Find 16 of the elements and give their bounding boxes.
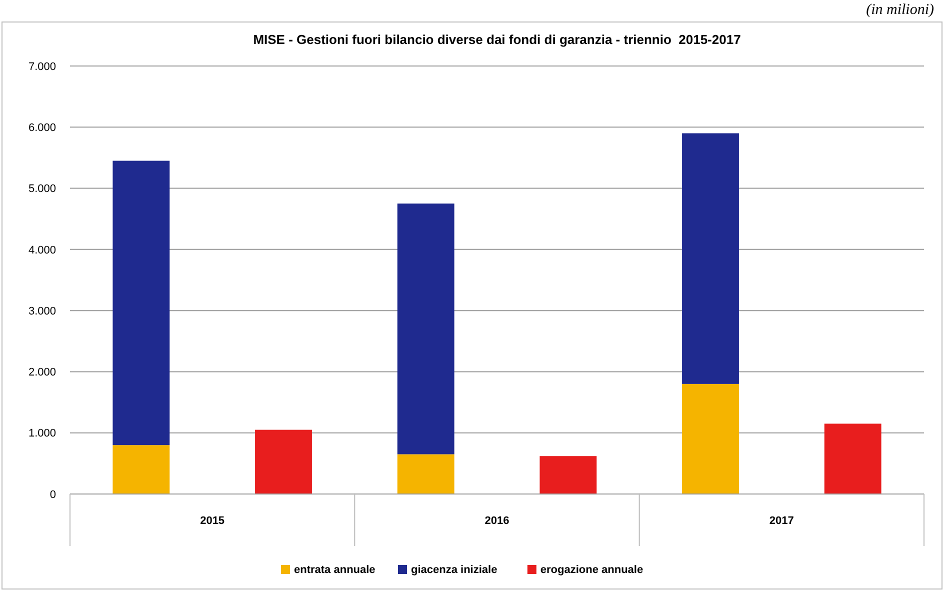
y-tick-label: 5.000 bbox=[28, 183, 56, 196]
y-tick-label: 0 bbox=[50, 488, 56, 501]
y-tick-label: 4.000 bbox=[28, 244, 56, 256]
legend-label: giacenza iniziale bbox=[411, 564, 498, 576]
y-tick-label: 7.000 bbox=[28, 60, 56, 73]
legend-label: erogazione annuale bbox=[540, 564, 644, 576]
legend-label: entrata annuale bbox=[294, 564, 376, 576]
x-tick-label: 2017 bbox=[769, 515, 794, 527]
y-tick-label: 6.000 bbox=[28, 122, 56, 134]
text: (in milioni) bbox=[866, 2, 934, 18]
x-tick-label: 2015 bbox=[200, 515, 225, 527]
y-tick-label: 3.000 bbox=[28, 305, 56, 318]
x-tick-label: 2016 bbox=[484, 515, 510, 527]
chart-title: MISE - Gestioni fuori bilancio diverse dai fondi di garanzia - triennio 2015-2017 bbox=[253, 32, 741, 47]
y-tick-label: 1.000 bbox=[28, 428, 56, 440]
y-tick-label: 2.000 bbox=[28, 366, 56, 379]
